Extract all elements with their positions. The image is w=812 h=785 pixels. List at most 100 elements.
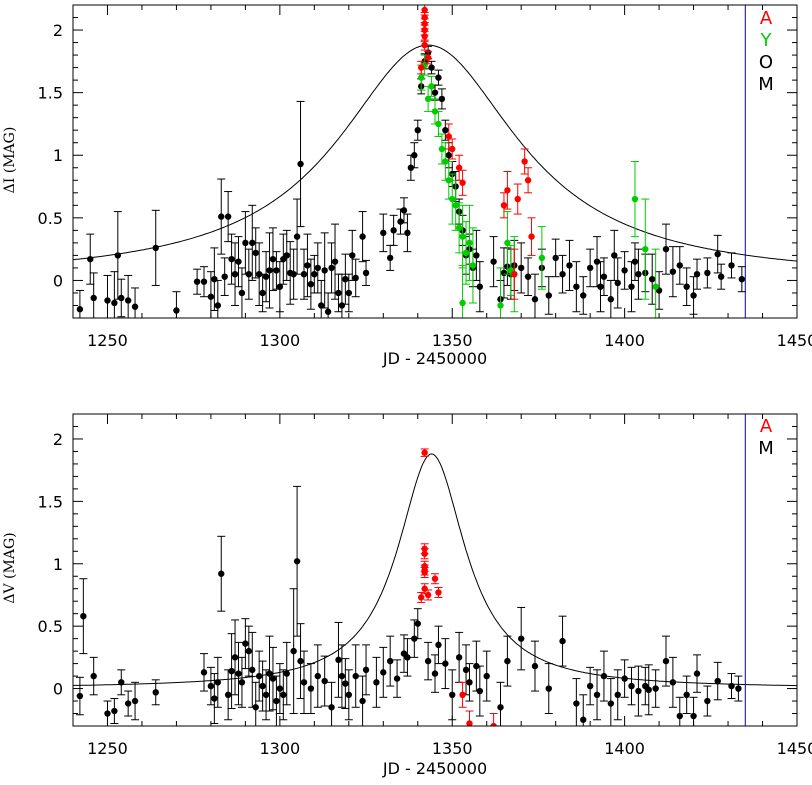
marker <box>242 239 249 247</box>
marker <box>231 654 239 661</box>
marker <box>380 669 387 676</box>
marker <box>228 667 235 675</box>
marker <box>304 262 311 269</box>
data-point-m <box>648 253 657 305</box>
marker <box>635 687 642 695</box>
data-point-m <box>651 669 660 708</box>
marker <box>728 262 735 269</box>
data-point-m <box>234 236 243 288</box>
data-point-m <box>210 673 219 725</box>
data-point-m <box>117 669 126 696</box>
marker <box>631 195 639 203</box>
data-point-m <box>344 669 353 721</box>
marker <box>714 250 721 258</box>
marker <box>266 670 273 677</box>
data-point-a <box>417 591 426 603</box>
marker <box>111 707 118 715</box>
data-point-m <box>213 656 222 708</box>
data-point-m <box>251 227 260 279</box>
data-point-m <box>124 274 133 318</box>
data-point-m <box>455 631 464 683</box>
data-point-m <box>151 679 160 706</box>
marker <box>545 685 552 692</box>
marker <box>345 691 353 698</box>
y-tick-label: 1 <box>53 146 63 165</box>
data-point-m <box>489 236 498 288</box>
marker <box>435 120 442 128</box>
x-tick-label: 1250 <box>87 739 128 758</box>
data-point-m <box>327 681 336 726</box>
data-point-m <box>682 675 691 715</box>
data-point-m <box>86 233 95 285</box>
data-point-m <box>251 681 260 726</box>
marker <box>614 691 621 698</box>
data-point-m <box>693 258 702 290</box>
marker <box>318 302 325 309</box>
data-point-m <box>572 678 581 726</box>
marker <box>628 682 635 690</box>
data-point-m <box>737 266 746 293</box>
data-point-a <box>455 154 464 181</box>
marker <box>297 657 304 665</box>
data-point-m <box>530 273 539 318</box>
marker <box>404 654 411 661</box>
marker <box>531 296 539 303</box>
marker <box>728 682 735 690</box>
marker <box>283 670 290 677</box>
data-point-m <box>213 279 222 318</box>
y-tick-label: 2 <box>53 430 63 449</box>
data-point-m <box>348 229 357 281</box>
data-point-y <box>641 198 650 300</box>
data-point-m <box>272 675 281 726</box>
marker <box>404 229 411 237</box>
data-point-m <box>75 676 84 716</box>
data-point-m <box>293 198 302 275</box>
data-point-m <box>75 289 84 318</box>
y-axis-label: ΔI (MAG) <box>2 127 18 194</box>
marker <box>349 252 356 259</box>
legend-entry-o: O <box>759 52 773 73</box>
data-point-m <box>362 644 371 696</box>
marker <box>411 152 418 159</box>
data-point-m <box>413 608 422 640</box>
legend-entry-a: A <box>760 416 773 437</box>
marker <box>224 691 232 698</box>
data-point-m <box>231 619 240 696</box>
marker <box>262 691 270 698</box>
data-point-m <box>634 665 643 717</box>
marker <box>573 700 580 707</box>
marker <box>473 252 480 259</box>
data-point-m <box>268 227 277 291</box>
data-point-m <box>465 663 474 702</box>
data-point-m <box>675 246 684 285</box>
data-point-m <box>675 696 684 726</box>
data-point-m <box>303 233 312 298</box>
data-point-m <box>668 656 677 708</box>
marker <box>218 213 225 220</box>
data-point-m <box>341 253 350 305</box>
marker <box>207 293 215 300</box>
marker <box>676 262 683 269</box>
marker <box>462 249 470 257</box>
marker <box>418 594 425 601</box>
data-point-m <box>475 261 484 313</box>
data-point-m <box>117 278 126 318</box>
data-point-m <box>472 229 481 281</box>
data-point-m <box>227 633 236 710</box>
marker <box>435 74 442 81</box>
x-tick-label: 1300 <box>259 739 300 758</box>
data-point-a <box>420 5 429 16</box>
marker <box>714 677 721 685</box>
data-point-y <box>437 133 446 165</box>
marker <box>517 635 525 642</box>
data-point-m <box>313 644 322 708</box>
marker <box>131 303 139 310</box>
marker <box>717 273 725 280</box>
data-point-a <box>510 248 519 300</box>
data-point-m <box>703 257 712 289</box>
marker <box>431 89 439 96</box>
marker <box>607 700 615 707</box>
data-point-a <box>513 183 522 215</box>
marker <box>345 289 353 297</box>
